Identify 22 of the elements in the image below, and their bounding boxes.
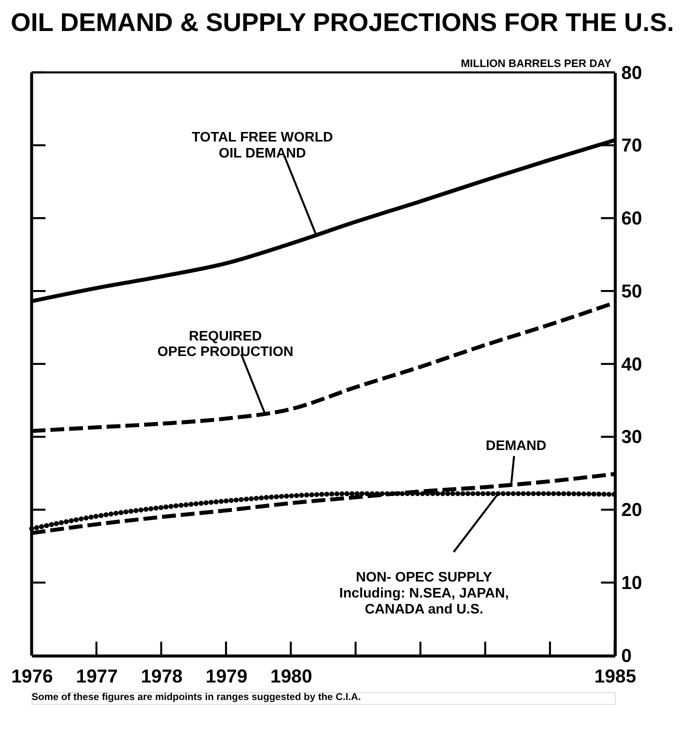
- x-tick-label: 1985: [594, 666, 636, 687]
- y-tick-label: 50: [621, 280, 642, 302]
- y-tick-label: 70: [621, 134, 642, 156]
- x-tick-label: 1976: [11, 666, 53, 687]
- annotation: TOTAL FREE WORLD OIL DEMAND: [192, 128, 334, 160]
- y-tick-label: 30: [621, 426, 642, 448]
- x-tick-label: 1978: [140, 666, 183, 687]
- annotation: REQUIRED OPEC PRODUCTION: [157, 327, 294, 360]
- y-tick-label: 40: [621, 353, 642, 374]
- text: Some of these figures are midpoints in ranges suggested by the C.I.A.: [32, 692, 362, 703]
- chart-title: OIL DEMAND & SUPPLY PROJECTIONS FOR THE U.S.: [10, 8, 674, 37]
- y-tick-label: 80: [621, 62, 642, 83]
- x-tick-label: 1979: [206, 666, 248, 687]
- y-tick-label: 10: [621, 572, 642, 594]
- annotation: NON- OPEC SUPPLY Including: N.SEA, JAPAN, CANADA and U.S.: [339, 568, 509, 616]
- x-tick-label: 1977: [76, 666, 118, 687]
- x-tick-label: 1980: [270, 666, 312, 687]
- y-tick-label: 20: [621, 499, 642, 520]
- y-axis-title: MILLION BARRELS PER DAY: [460, 58, 612, 70]
- y-tick-label: 60: [621, 208, 642, 229]
- annotation: DEMAND: [486, 437, 546, 454]
- y-tick-label: 0: [621, 644, 632, 666]
